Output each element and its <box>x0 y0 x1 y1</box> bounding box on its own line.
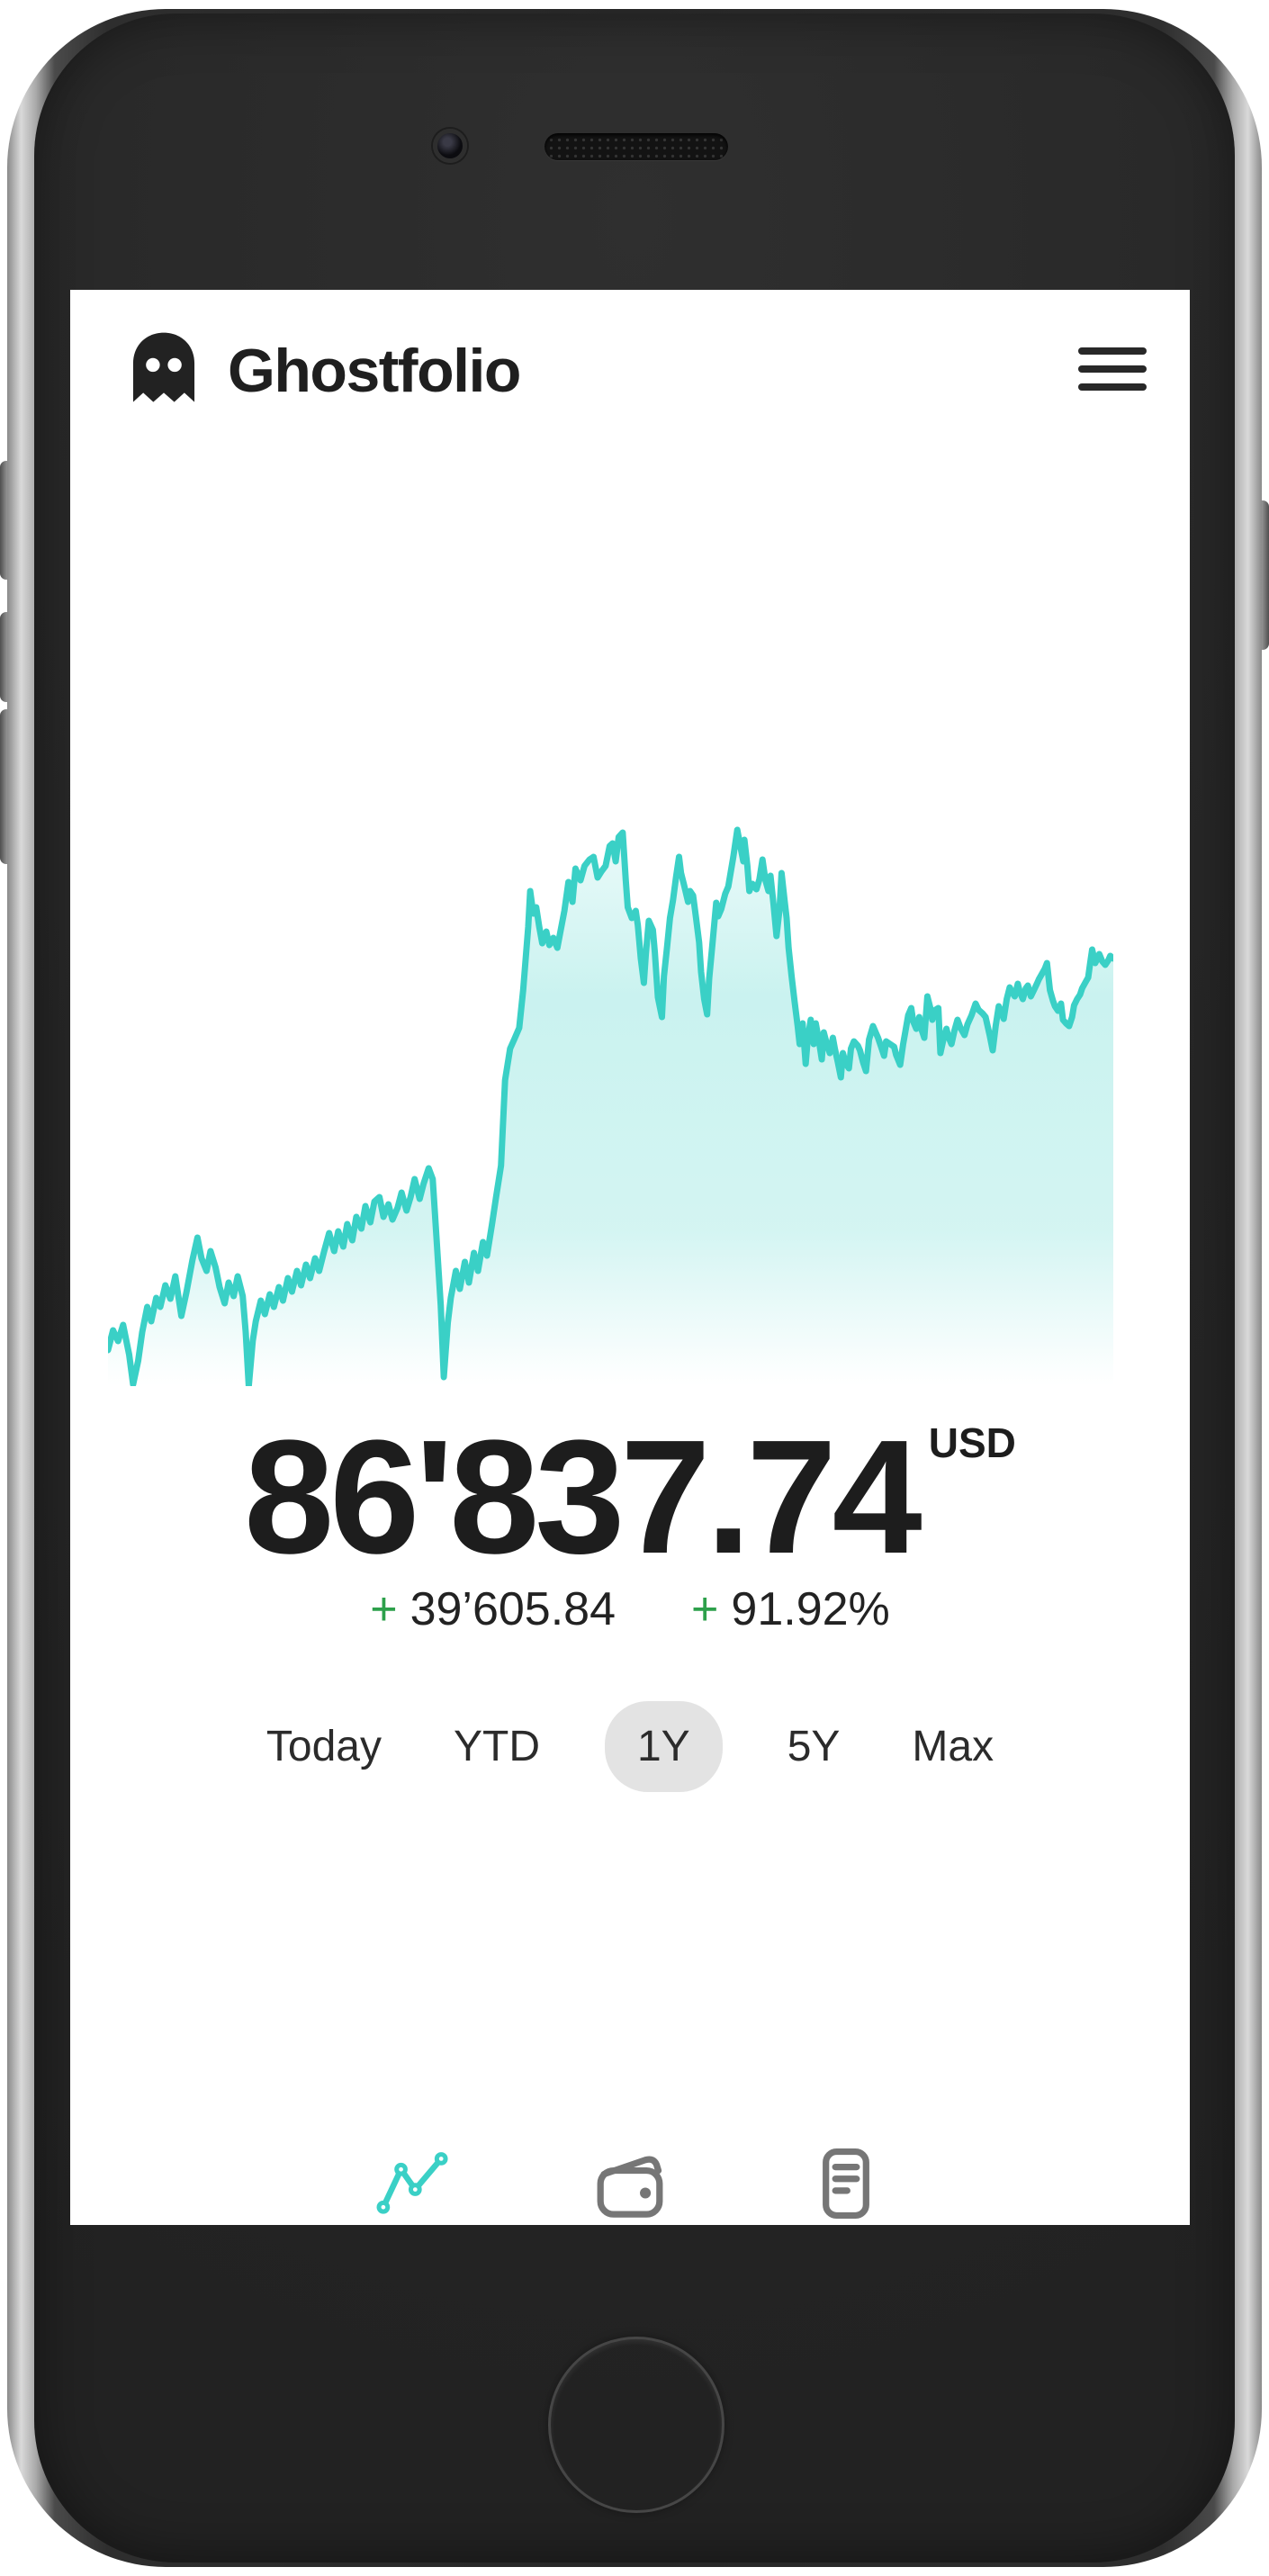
performance-chart <box>104 810 1117 1390</box>
range-option-max[interactable]: Max <box>912 1723 994 1770</box>
app-header: Ghostfolio <box>123 329 521 411</box>
bottom-nav <box>70 2146 1190 2221</box>
portfolio-change-row: + 39’605.84 + 91.92% <box>70 1582 1190 1636</box>
range-option-ytd[interactable]: YTD <box>453 1723 540 1770</box>
front-camera <box>433 129 467 163</box>
range-option-1y[interactable]: 1Y <box>604 1701 723 1792</box>
nav-item-activities[interactable] <box>808 2146 884 2221</box>
absolute-change: + 39’605.84 <box>370 1582 616 1636</box>
range-option-5y[interactable]: 5Y <box>787 1723 841 1770</box>
percent-change-value: 91.92% <box>731 1583 890 1635</box>
app-title: Ghostfolio <box>228 336 521 405</box>
document-icon <box>823 2148 869 2220</box>
currency-label: USD <box>928 1419 1016 1466</box>
hamburger-menu-button[interactable] <box>1078 344 1147 394</box>
performance-line <box>104 826 1117 1390</box>
plus-sign-icon: + <box>370 1583 398 1635</box>
plus-sign-icon: + <box>691 1583 719 1635</box>
performance-area <box>108 830 1113 1386</box>
wallet-icon <box>597 2156 663 2218</box>
range-option-today[interactable]: Today <box>266 1723 382 1770</box>
portfolio-value: 86'837.74 <box>244 1407 922 1588</box>
app-screen: Ghostfolio 86'837.74 USD + <box>70 290 1190 2225</box>
hamburger-menu-icon <box>1078 347 1147 355</box>
nav-item-performance[interactable] <box>376 2146 452 2221</box>
ghost-logo-icon[interactable] <box>123 329 204 411</box>
range-selector: Today YTD 1Y 5Y Max <box>70 1701 1190 1792</box>
portfolio-value-row: 86'837.74 USD <box>70 1417 1190 1579</box>
speaker-grille <box>544 133 728 160</box>
home-button <box>548 2337 724 2513</box>
nav-item-holdings[interactable] <box>592 2146 668 2221</box>
line-chart-icon <box>376 2152 448 2214</box>
percent-change: + 91.92% <box>691 1582 890 1636</box>
absolute-change-value: 39’605.84 <box>410 1583 616 1635</box>
